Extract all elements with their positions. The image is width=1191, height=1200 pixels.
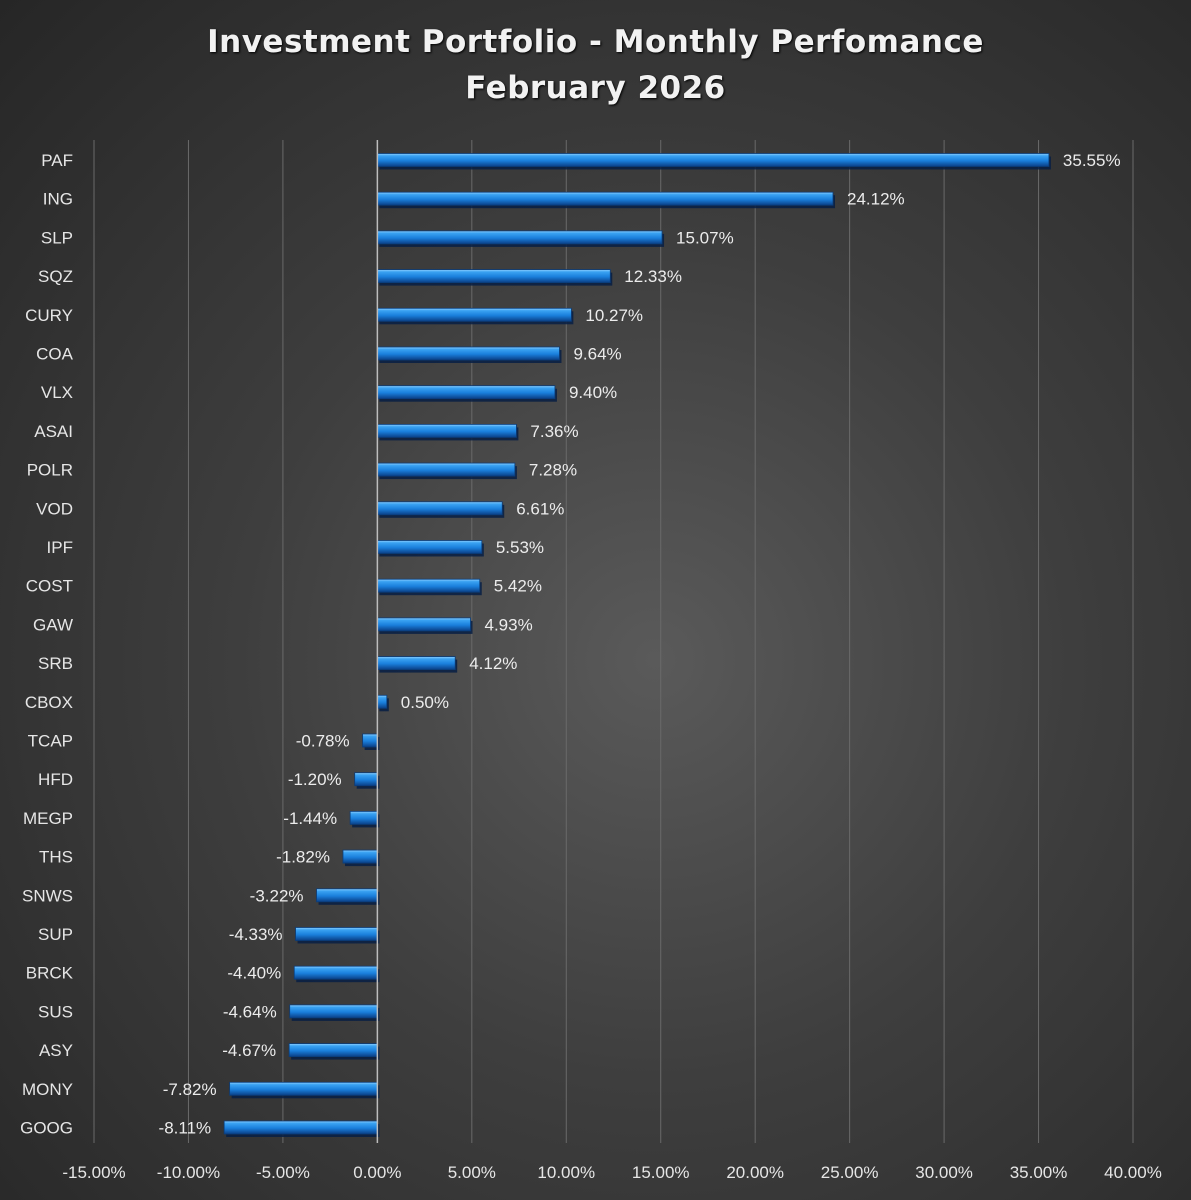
category-label-vlx: VLX [41,383,73,402]
data-label-tcap: -0.78% [296,732,350,751]
data-label-ths: -1.82% [276,848,330,867]
data-label-cost: 5.42% [494,577,542,596]
chart-subtitle: February 2026 [465,70,726,106]
category-label-slp: SLP [41,228,73,247]
bar-goog [223,1120,380,1137]
data-label-polr: 7.28% [529,461,577,480]
x-tick-label-11: 40.00% [1104,1163,1162,1182]
category-label-paf: PAF [41,151,73,170]
data-label-ing: 24.12% [847,190,905,209]
data-label-paf: 35.55% [1063,151,1121,170]
category-label-snws: SNWS [22,886,73,905]
data-label-slp: 15.07% [676,228,734,247]
bar-sup [295,927,380,944]
category-label-ing: ING [43,190,73,209]
gridlines [93,140,1134,1143]
x-tick-label-8: 25.00% [821,1163,879,1182]
category-label-asai: ASAI [34,422,73,441]
category-label-sus: SUS [38,1002,73,1021]
category-label-brck: BRCK [26,964,74,983]
chart-title: Investment Portfolio - Monthly Perfomanc… [207,24,984,60]
bar-gaw [376,617,473,634]
data-label-vod: 6.61% [516,499,564,518]
data-label-srb: 4.12% [469,654,517,673]
data-label-megp: -1.44% [283,809,337,828]
bar-vlx [376,385,557,402]
bar-sus [289,1004,380,1021]
category-label-megp: MEGP [23,809,73,828]
category-label-vod: VOD [36,499,73,518]
category-label-polr: POLR [27,461,73,480]
bar-cost [376,578,482,596]
x-tick-label-2: -5.00% [256,1163,310,1182]
bar-asai [376,423,519,441]
data-label-sqz: 12.33% [624,267,682,286]
x-tick-label-7: 20.00% [726,1163,784,1182]
bar-coa [376,346,562,363]
bar-megp [349,811,380,828]
category-label-ipf: IPF [47,538,73,557]
bar-polr [376,462,517,480]
data-labels: 35.55% 24.12% 15.07% 12.33% 10.27% 9.64% 9.40%… [159,151,1121,1138]
x-tick-label-5: 10.00% [537,1163,595,1182]
x-axis-tick-labels: -15.00% -10.00% -5.00% 0.00% 5.00% 10.00% 15.0… [62,1163,1162,1182]
data-label-gaw: 4.93% [484,615,532,634]
bar-tcap [362,733,380,750]
bar-slp [376,230,665,247]
data-label-mony: -7.82% [163,1080,217,1099]
bar-hfd [354,772,380,789]
bars [223,153,1051,1137]
category-label-ths: THS [39,848,73,867]
bar-srb [376,656,458,673]
x-tick-label-4: 5.00% [448,1163,496,1182]
bar-vod [376,501,505,518]
category-label-mony: MONY [22,1080,73,1099]
category-label-srb: SRB [38,654,73,673]
x-tick-label-0: -15.00% [62,1163,125,1182]
data-label-snws: -3.22% [250,886,304,905]
category-label-cury: CURY [25,306,73,325]
category-label-sup: SUP [38,925,73,944]
bar-ipf [376,540,484,557]
data-label-brck: -4.40% [227,964,281,983]
bar-ing [376,191,836,209]
bar-cury [376,307,574,325]
category-label-cost: COST [26,577,73,596]
data-label-hfd: -1.20% [288,770,342,789]
category-label-sqz: SQZ [38,267,73,286]
bar-ths [342,849,380,867]
category-label-hfd: HFD [38,770,73,789]
data-label-asai: 7.36% [530,422,578,441]
x-tick-label-9: 30.00% [915,1163,973,1182]
category-label-gaw: GAW [33,615,73,634]
category-label-cbox: CBOX [25,693,73,712]
bar-cbox [376,694,389,712]
data-label-goog: -8.11% [159,1119,212,1138]
bar-sqz [376,269,613,286]
data-label-ipf: 5.53% [496,538,544,557]
data-label-vlx: 9.40% [569,383,617,402]
x-tick-label-6: 15.00% [632,1163,690,1182]
data-label-asy: -4.67% [222,1041,276,1060]
category-labels: PAF ING SLP SQZ CURY COA VLX ASAI POLR VOD IPF COST… [20,151,74,1138]
data-label-sus: -4.64% [223,1002,277,1021]
bar-brck [293,965,380,983]
x-tick-label-3: 0.00% [353,1163,401,1182]
bar-snws [316,888,380,905]
data-label-cury: 10.27% [585,306,643,325]
category-label-goog: GOOG [20,1119,73,1138]
category-label-tcap: TCAP [28,732,73,751]
category-label-asy: ASY [39,1041,73,1060]
x-tick-label-1: -10.00% [157,1163,220,1182]
bar-asy [288,1043,380,1060]
bar-paf [376,153,1051,170]
x-tick-label-10: 35.00% [1010,1163,1068,1182]
data-label-cbox: 0.50% [401,693,449,712]
data-label-coa: 9.64% [573,345,621,364]
data-label-sup: -4.33% [229,925,283,944]
category-label-coa: COA [36,345,74,364]
bar-mony [229,1081,380,1099]
